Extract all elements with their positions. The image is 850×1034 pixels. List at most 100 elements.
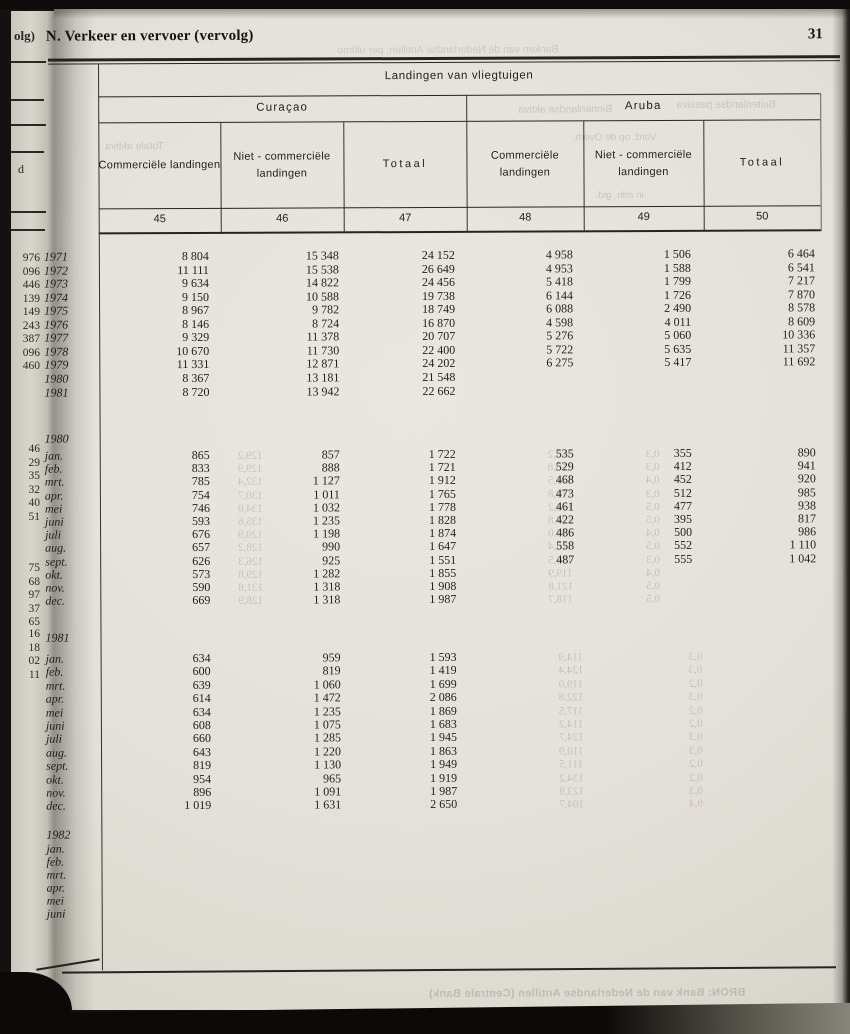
- column-number: 46: [276, 212, 289, 225]
- cell-value: 11 692: [782, 354, 816, 369]
- prev-page-number-fragment: 97: [28, 589, 41, 601]
- prev-page-text-fragment: olg): [14, 28, 35, 43]
- prev-page-number-fragment: 65: [28, 616, 41, 628]
- prev-page-number-fragment: 32: [28, 484, 41, 496]
- cell-value: 657: [192, 539, 211, 555]
- row-label: aug.: [45, 540, 67, 555]
- prev-page-number-fragment: 40: [28, 497, 41, 509]
- cell-value: 1 042: [789, 551, 817, 566]
- prev-page-number-fragment: 11: [28, 669, 40, 681]
- cell-value: 11 378: [306, 329, 340, 344]
- prev-page-number-fragment: 18: [28, 642, 41, 654]
- photo-top-edge: [0, 0, 850, 9]
- prev-page-number-fragment: 096: [22, 266, 40, 278]
- cell-value: 1 285: [313, 730, 341, 745]
- region-header-aruba: Aruba: [624, 99, 662, 113]
- cell-value: 8 804: [181, 248, 209, 264]
- prev-page-text-fragment: d: [18, 162, 24, 176]
- cell-value: 1 647: [429, 538, 457, 553]
- bleedthrough-number: 117,5: [558, 705, 584, 718]
- bleedthrough-number: 121,8: [548, 580, 574, 593]
- cell-value: 1 127: [312, 473, 340, 488]
- prev-page-number-fragment: 139: [22, 293, 40, 305]
- bleedthrough-number: 0,2: [688, 677, 703, 690]
- cell-value: 12 871: [306, 356, 340, 371]
- cell-value: 558: [556, 538, 575, 553]
- prev-page-rule-fragment: [11, 61, 46, 63]
- colnum-underline: [98, 229, 821, 235]
- cell-value: 24 202: [422, 355, 456, 371]
- column-number: 47: [399, 212, 412, 225]
- column-header: Niet - commerciële landingen: [594, 148, 692, 179]
- cell-value: 21 548: [422, 369, 456, 385]
- bleedthrough-number: 0,4: [646, 566, 661, 580]
- column-number: 45: [153, 213, 166, 226]
- column-number: 48: [519, 211, 532, 224]
- prev-page-number-fragment: 51: [28, 511, 41, 523]
- row-label: 1975: [44, 303, 69, 318]
- cell-value: 24 152: [421, 247, 455, 263]
- prev-page-number-fragment: 46: [28, 443, 41, 455]
- bleedthrough-number: 104,7: [559, 798, 585, 811]
- cell-value: 990: [322, 539, 341, 554]
- bleedthrough-number: 119,0: [558, 678, 584, 691]
- prev-page-number-fragment: 446: [22, 279, 40, 291]
- prev-page-number-fragment: 75: [28, 562, 41, 574]
- prev-page-rule-fragment: [11, 151, 44, 153]
- cell-value: 6 464: [787, 246, 815, 261]
- bleedthrough-number: 0,4: [689, 797, 704, 810]
- row-label: feb.: [45, 664, 64, 679]
- bleedthrough-number: 124,4: [558, 664, 584, 677]
- prev-page-number-fragment: 460: [22, 360, 40, 372]
- column-header: Totaal: [382, 158, 428, 171]
- cell-value: 1 472: [313, 690, 341, 705]
- cell-value: 15 348: [305, 248, 339, 263]
- prev-page-number-fragment: 37: [28, 603, 41, 615]
- prev-page-rule-fragment: [11, 229, 45, 231]
- row-label: 1981: [44, 385, 69, 400]
- page: [54, 8, 848, 1010]
- row-label: dec.: [46, 798, 66, 813]
- row-label: 1980: [44, 371, 69, 386]
- cell-value: 20 707: [422, 328, 456, 344]
- cell-value: 552: [674, 537, 693, 552]
- cell-value: 920: [797, 471, 816, 486]
- prev-page-number-fragment: 387: [22, 333, 40, 345]
- cell-value: 7 217: [787, 273, 816, 288]
- cell-value: 22 662: [422, 383, 456, 399]
- row-label: mrt.: [44, 474, 65, 489]
- cell-value: 1 945: [429, 729, 457, 744]
- cell-value: 14 822: [305, 275, 340, 290]
- cell-value: 1 019: [184, 797, 212, 813]
- bleedthrough-number: 0,3: [688, 650, 703, 663]
- prev-page-rule-fragment: [11, 211, 46, 213]
- cell-value: 468: [555, 472, 574, 487]
- bleedthrough-number: 111,5: [559, 758, 584, 771]
- cell-value: 4 958: [545, 247, 573, 262]
- cell-value: 660: [192, 730, 211, 746]
- prev-page-rule-fragment: [11, 99, 44, 101]
- table-title: Landingen van vliegtuigen: [384, 69, 534, 83]
- cell-value: 614: [192, 690, 211, 706]
- bleedthrough-number: 0,5: [646, 579, 661, 593]
- cell-value: 2 086: [429, 689, 457, 704]
- bleedthrough-number: 114,9: [558, 651, 583, 664]
- prev-page-number-fragment: 243: [22, 320, 40, 332]
- cell-value: 1 912: [428, 472, 456, 487]
- cell-value: 13 942: [306, 384, 340, 399]
- section-year-label: 1980: [44, 431, 69, 446]
- cell-value: 6 275: [546, 355, 574, 370]
- bleedthrough-number: 0,2: [688, 717, 703, 730]
- bleedthrough-number: 134,2: [559, 772, 584, 785]
- cell-value: 13 181: [306, 370, 340, 385]
- cell-value: 8 967: [182, 302, 210, 318]
- bleedthrough-number: 0,2: [688, 704, 703, 717]
- photo-top-shadow: [54, 9, 850, 19]
- table-bottom-rule: [61, 966, 836, 974]
- cell-value: 1 506: [663, 246, 691, 261]
- row-label: 1977: [44, 330, 69, 345]
- row-label: 1971: [43, 249, 68, 264]
- section-year-label: 1982: [46, 827, 71, 842]
